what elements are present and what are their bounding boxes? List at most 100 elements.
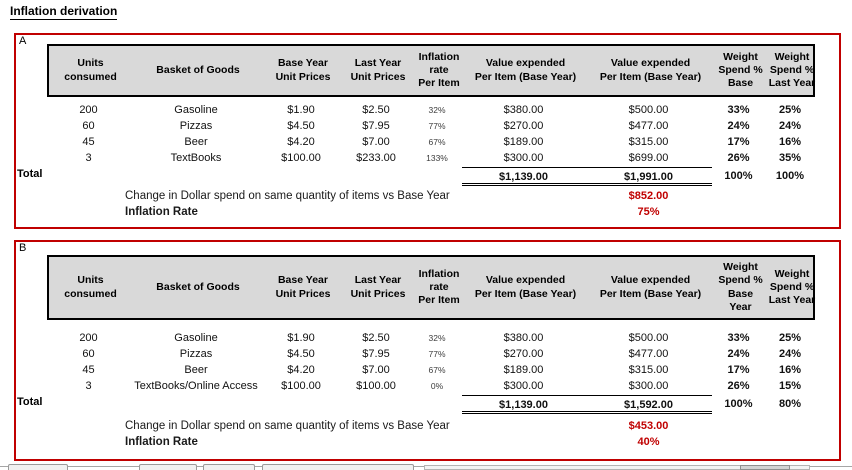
- change-in-spend-value[interactable]: $453.00: [628, 420, 669, 432]
- cell-value-base[interactable]: $270.00: [503, 120, 544, 132]
- cell-weight-last[interactable]: 25%: [778, 104, 802, 116]
- header-cell-base-year-unit-prices[interactable]: Base Year Unit Prices: [275, 57, 331, 83]
- cell-last-price[interactable]: $2.50: [362, 104, 390, 116]
- cell-base-price[interactable]: $4.20: [287, 364, 315, 376]
- cell-last-price[interactable]: $7.95: [362, 120, 390, 132]
- cell-value-base[interactable]: $189.00: [503, 364, 544, 376]
- cell-value-last[interactable]: $500.00: [628, 104, 669, 116]
- cell-units[interactable]: 200: [79, 104, 98, 116]
- cell-item[interactable]: Beer: [184, 136, 208, 148]
- cell-weight-base[interactable]: 24%: [727, 348, 750, 360]
- cell-units[interactable]: 3: [85, 152, 92, 164]
- total-weight-base[interactable]: 100%: [724, 398, 753, 410]
- total-value-last[interactable]: $1,592.00: [585, 395, 712, 414]
- cell-weight-last[interactable]: 15%: [778, 380, 802, 392]
- total-value-last[interactable]: $1,991.00: [585, 167, 712, 186]
- cell-units[interactable]: 60: [82, 348, 95, 360]
- cell-inflation-rate[interactable]: 67%: [428, 365, 446, 375]
- header-cell-value-expended-base[interactable]: Value expended Per Item (Base Year): [474, 274, 577, 300]
- inflation-rate-value[interactable]: 75%: [637, 206, 660, 218]
- cell-inflation-rate[interactable]: 77%: [428, 349, 446, 359]
- hscroll-thumb[interactable]: [740, 465, 790, 470]
- cell-base-price[interactable]: $4.50: [287, 120, 315, 132]
- cell-weight-last[interactable]: 24%: [778, 120, 802, 132]
- cell-inflation-rate[interactable]: 0%: [430, 381, 444, 391]
- cell-base-price[interactable]: $100.00: [281, 152, 321, 164]
- cell-units[interactable]: 45: [82, 364, 95, 376]
- cell-units[interactable]: 45: [82, 136, 95, 148]
- cell-value-last[interactable]: $477.00: [628, 348, 669, 360]
- cell-value-base[interactable]: $300.00: [503, 152, 544, 164]
- header-cell-base-year-unit-prices[interactable]: Base Year Unit Prices: [275, 274, 331, 300]
- header-cell-basket-of-goods[interactable]: Basket of Goods: [156, 63, 240, 76]
- cell-inflation-rate[interactable]: 32%: [428, 105, 446, 115]
- header-cell-inflation-rate-per-item[interactable]: Inflation rate Per Item: [418, 50, 460, 90]
- cell-value-last[interactable]: $477.00: [628, 120, 669, 132]
- cell-inflation-rate[interactable]: 32%: [428, 333, 446, 343]
- total-weight-base[interactable]: 100%: [724, 170, 753, 182]
- cell-last-price[interactable]: $7.00: [362, 136, 390, 148]
- cell-item[interactable]: TextBooks/Online Access: [134, 380, 258, 392]
- cell-weight-last[interactable]: 24%: [778, 348, 802, 360]
- inflation-rate-value[interactable]: 40%: [637, 436, 660, 448]
- cell-units[interactable]: 3: [85, 380, 92, 392]
- total-value-base[interactable]: $1,139.00: [462, 395, 585, 414]
- cell-weight-base[interactable]: 24%: [727, 120, 750, 132]
- header-cell-basket-of-goods[interactable]: Basket of Goods: [156, 280, 240, 293]
- cell-base-price[interactable]: $4.50: [287, 348, 315, 360]
- header-cell-last-year-unit-prices[interactable]: Last Year Unit Prices: [350, 57, 406, 83]
- cell-value-base[interactable]: $380.00: [503, 104, 544, 116]
- cell-weight-last[interactable]: 16%: [778, 136, 802, 148]
- cell-weight-base[interactable]: 17%: [727, 136, 750, 148]
- cell-last-price[interactable]: $7.00: [362, 364, 390, 376]
- total-weight-last[interactable]: 80%: [778, 398, 802, 410]
- cell-weight-base[interactable]: 26%: [727, 152, 750, 164]
- total-weight-last[interactable]: 100%: [775, 170, 805, 182]
- sheet-tab[interactable]: [139, 464, 197, 470]
- cell-weight-last[interactable]: 25%: [778, 332, 802, 344]
- cell-value-last[interactable]: $300.00: [628, 380, 669, 392]
- cell-value-last[interactable]: $500.00: [628, 332, 669, 344]
- change-in-spend-value[interactable]: $852.00: [628, 190, 669, 202]
- cell-inflation-rate[interactable]: 133%: [426, 153, 448, 163]
- cell-item[interactable]: Gasoline: [174, 332, 218, 344]
- cell-value-last[interactable]: $315.00: [628, 136, 669, 148]
- cell-base-price[interactable]: $100.00: [281, 380, 321, 392]
- header-cell-value-expended-base[interactable]: Value expended Per Item (Base Year): [474, 57, 577, 83]
- cell-item[interactable]: Gasoline: [174, 104, 218, 116]
- cell-value-base[interactable]: $380.00: [503, 332, 544, 344]
- cell-value-base[interactable]: $300.00: [503, 380, 544, 392]
- header-cell-last-year-unit-prices[interactable]: Last Year Unit Prices: [350, 274, 406, 300]
- cell-inflation-rate[interactable]: 67%: [428, 137, 446, 147]
- cell-item[interactable]: Pizzas: [179, 120, 213, 132]
- cell-item[interactable]: TextBooks: [170, 152, 222, 164]
- cell-units[interactable]: 60: [82, 120, 95, 132]
- cell-last-price[interactable]: $233.00: [356, 152, 396, 164]
- cell-weight-base[interactable]: 33%: [727, 104, 750, 116]
- cell-base-price[interactable]: $4.20: [287, 136, 315, 148]
- cell-value-base[interactable]: $270.00: [503, 348, 544, 360]
- total-value-base[interactable]: $1,139.00: [462, 167, 585, 186]
- header-cell-weight-spend-last-year[interactable]: Weight Spend % Last Year: [768, 50, 816, 90]
- cell-item[interactable]: Beer: [184, 364, 208, 376]
- cell-value-last[interactable]: $315.00: [628, 364, 669, 376]
- header-cell-weight-spend-last-year[interactable]: Weight Spend % Last Year: [768, 267, 816, 307]
- cell-value-last[interactable]: $699.00: [628, 152, 669, 164]
- header-cell-value-expended-last[interactable]: Value expended Per Item (Base Year): [599, 57, 702, 83]
- cell-units[interactable]: 200: [79, 332, 98, 344]
- cell-weight-last[interactable]: 35%: [778, 152, 802, 164]
- sheet-tab[interactable]: [262, 464, 414, 470]
- cell-base-price[interactable]: $1.90: [287, 104, 315, 116]
- cell-value-base[interactable]: $189.00: [503, 136, 544, 148]
- header-cell-weight-spend-base[interactable]: Weight Spend % Base: [718, 50, 763, 90]
- header-cell-units-consumed[interactable]: Units consumed: [64, 57, 117, 83]
- cell-weight-base[interactable]: 33%: [727, 332, 750, 344]
- header-cell-inflation-rate-per-item[interactable]: Inflation rate Per Item: [418, 267, 460, 307]
- header-cell-units-consumed[interactable]: Units consumed: [64, 274, 117, 300]
- cell-last-price[interactable]: $2.50: [362, 332, 390, 344]
- sheet-tab[interactable]: [8, 464, 68, 470]
- cell-weight-base[interactable]: 17%: [727, 364, 750, 376]
- cell-last-price[interactable]: $7.95: [362, 348, 390, 360]
- sheet-tab[interactable]: [203, 464, 255, 470]
- header-cell-value-expended-last[interactable]: Value expended Per Item (Base Year): [599, 274, 702, 300]
